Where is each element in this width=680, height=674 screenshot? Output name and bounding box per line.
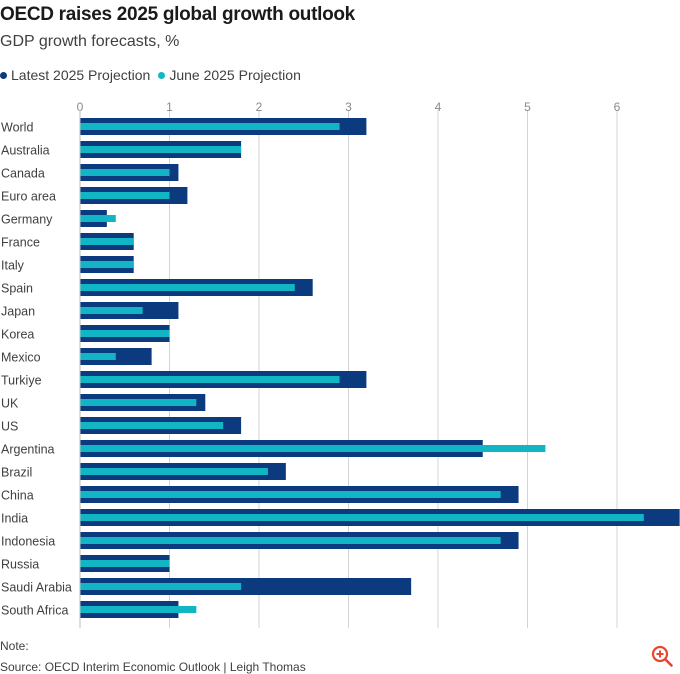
chart-source: Source: OECD Interim Economic Outlook | … (0, 660, 306, 674)
legend-item-latest: Latest 2025 Projection (0, 67, 150, 83)
legend-label-june: June 2025 Projection (169, 67, 301, 83)
bar-june-india (80, 514, 644, 521)
category-label-world: World (1, 121, 33, 135)
category-label-indonesia: Indonesia (1, 535, 55, 549)
category-label-australia: Australia (1, 144, 50, 158)
bar-june-us (80, 422, 224, 429)
category-label-canada: Canada (1, 167, 45, 181)
category-label-spain: Spain (1, 282, 33, 296)
bar-june-china (80, 491, 501, 498)
bar-june-germany (80, 215, 116, 222)
bar-june-argentina (80, 445, 546, 452)
bar-june-japan (80, 307, 143, 314)
legend: Latest 2025 Projection June 2025 Project… (0, 67, 309, 83)
x-tick-label-6: 6 (614, 100, 621, 114)
bar-june-mexico (80, 353, 116, 360)
bar-june-saudi-arabia (80, 583, 242, 590)
bar-june-australia (80, 146, 242, 153)
category-label-turkiye: Turkiye (1, 374, 42, 388)
category-label-france: France (1, 236, 40, 250)
category-label-us: US (1, 420, 18, 434)
bar-june-world (80, 123, 340, 130)
legend-item-june: June 2025 Projection (158, 67, 301, 83)
bar-june-france (80, 238, 134, 245)
bar-june-indonesia (80, 537, 501, 544)
zoom-in-icon[interactable] (650, 644, 674, 668)
category-label-india: India (1, 512, 28, 526)
bar-june-euro-area (80, 192, 170, 199)
x-tick-label-1: 1 (166, 100, 173, 114)
chart-note: Note: (0, 639, 29, 653)
bar-latest-saudi-arabia (80, 578, 412, 595)
bar-chart: 0 1 2 3 4 5 6 World Australia Canada Euro area Germ… (1, 100, 680, 628)
x-tick-label-0: 0 (77, 100, 84, 114)
category-label-italy: Italy (1, 259, 25, 273)
bar-june-korea (80, 330, 170, 337)
category-label-saudi-arabia: Saudi Arabia (1, 581, 72, 595)
legend-label-latest: Latest 2025 Projection (11, 67, 151, 83)
x-tick-label-5: 5 (524, 100, 531, 114)
bar-june-italy (80, 261, 134, 268)
chart-subtitle: GDP growth forecasts, % (0, 33, 180, 50)
chart-title: OECD raises 2025 global growth outlook (0, 4, 355, 25)
category-label-euro-area: Euro area (1, 190, 56, 204)
category-label-russia: Russia (1, 558, 39, 572)
category-label-germany: Germany (1, 213, 53, 227)
category-label-korea: Korea (1, 328, 34, 342)
bar-june-south-africa (80, 606, 197, 613)
bar-june-spain (80, 284, 295, 291)
legend-marker-june (158, 71, 166, 79)
category-label-mexico: Mexico (1, 351, 41, 365)
x-tick-label-3: 3 (345, 100, 352, 114)
bar-june-uk (80, 399, 197, 406)
category-label-japan: Japan (1, 305, 35, 319)
category-label-brazil: Brazil (1, 466, 32, 480)
category-label-south-africa: South Africa (1, 604, 68, 618)
bar-june-russia (80, 560, 170, 567)
x-tick-label-2: 2 (256, 100, 263, 114)
bar-june-turkiye (80, 376, 340, 383)
bar-june-brazil (80, 468, 268, 475)
category-label-uk: UK (1, 397, 19, 411)
x-tick-label-4: 4 (435, 100, 442, 114)
bar-june-canada (80, 169, 170, 176)
category-label-argentina: Argentina (1, 443, 55, 457)
category-label-china: China (1, 489, 34, 503)
legend-marker-latest (0, 71, 7, 79)
